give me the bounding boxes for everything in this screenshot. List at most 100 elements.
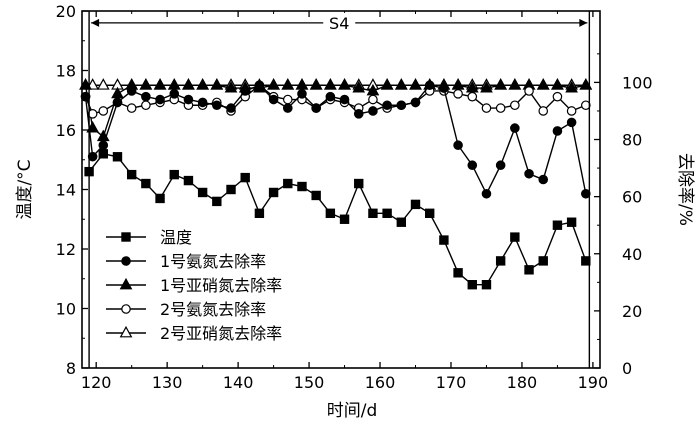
data-point <box>224 81 238 93</box>
data-point <box>538 106 549 116</box>
data-point <box>153 78 167 90</box>
data-point <box>112 152 123 162</box>
legend-marker <box>121 232 131 242</box>
y-right-axis-title: 去除率/% <box>675 153 695 226</box>
data-point <box>98 149 108 159</box>
data-point <box>368 94 378 105</box>
data-point <box>453 268 463 278</box>
data-point <box>410 199 421 210</box>
data-point <box>226 103 236 113</box>
data-point <box>536 78 550 90</box>
data-point <box>439 83 449 93</box>
y-left-tick-label: 10 <box>56 300 76 319</box>
data-point <box>566 217 577 227</box>
data-point <box>169 169 179 180</box>
x-tick-label: 180 <box>507 373 538 392</box>
series-2 <box>80 80 591 199</box>
data-point <box>510 123 520 133</box>
data-point <box>297 89 307 99</box>
data-point <box>197 187 208 198</box>
series-layer <box>79 78 593 290</box>
data-point <box>510 232 520 242</box>
axes: 120 130 140 150 160 170 180 190 8 10 12 14 16 18 20 0 20… <box>15 2 695 421</box>
data-point <box>552 220 563 230</box>
data-point <box>126 169 137 180</box>
data-point <box>212 196 222 207</box>
data-point <box>453 89 463 99</box>
data-point <box>240 86 251 96</box>
data-point <box>98 140 109 151</box>
data-point <box>552 126 563 136</box>
data-point <box>141 100 151 111</box>
data-point <box>283 178 293 189</box>
legend-label: 1号氨氮去除率 <box>160 252 266 271</box>
data-point <box>254 80 265 91</box>
data-point <box>524 265 534 275</box>
data-point <box>451 78 465 90</box>
data-point <box>325 208 336 219</box>
legend-marker <box>119 325 133 338</box>
data-point <box>382 100 392 111</box>
x-tick-label: 150 <box>294 373 325 392</box>
x-axis-title: 时间/d <box>327 401 378 421</box>
data-point <box>139 78 153 90</box>
data-point <box>281 78 295 90</box>
data-point <box>268 187 279 198</box>
data-point <box>495 160 506 171</box>
data-point <box>508 78 522 90</box>
legend-item-2: 1号氨氮去除率 <box>106 252 266 271</box>
legend-item-4: 2号氨氮去除率 <box>106 300 266 319</box>
data-point <box>183 175 194 186</box>
data-point <box>481 280 492 290</box>
legend-marker <box>121 304 131 314</box>
data-point <box>480 81 493 93</box>
data-point <box>112 97 123 108</box>
data-point <box>368 106 378 116</box>
data-point <box>467 91 478 102</box>
y-left-tick-label: 8 <box>66 359 76 378</box>
x-tick-label: 130 <box>152 373 183 392</box>
data-point <box>354 178 364 189</box>
data-point <box>380 78 394 90</box>
data-point <box>495 103 506 113</box>
data-point <box>98 106 109 116</box>
x-tick-label: 170 <box>436 373 467 392</box>
y-right-tick-label: 20 <box>622 302 642 321</box>
data-point <box>339 214 350 224</box>
data-point <box>352 81 366 93</box>
data-point <box>552 91 563 102</box>
data-point <box>368 208 378 219</box>
annotation-layer: S4 <box>88 11 591 368</box>
data-point <box>467 160 478 171</box>
legend: 温度 1号氨氮去除率 1号亚硝氮去除率 2号氨氮去除率 2号亚硝氮去除率 <box>106 228 282 343</box>
x-tick-label: 140 <box>223 373 254 392</box>
data-point <box>254 208 265 219</box>
data-point <box>196 78 209 90</box>
y-left-tick-label: 16 <box>56 121 76 140</box>
data-point <box>353 109 364 119</box>
data-point <box>226 184 236 195</box>
y-left-tick-label: 12 <box>56 240 76 259</box>
legend-label: 温度 <box>160 228 192 247</box>
data-point <box>510 100 520 111</box>
data-point <box>197 97 208 108</box>
phase-arrowhead-left <box>91 18 100 27</box>
data-point <box>79 78 92 90</box>
legend-label: 2号氨氮去除率 <box>160 300 266 319</box>
data-point <box>394 78 408 90</box>
y-left-tick-label: 20 <box>56 2 76 21</box>
data-point <box>96 78 110 90</box>
legend-marker <box>119 277 133 290</box>
data-point <box>467 280 477 290</box>
data-point <box>183 94 194 105</box>
data-point <box>311 190 321 201</box>
y-right-tick-label: 80 <box>622 131 642 150</box>
y-right-tick-label: 40 <box>622 245 642 264</box>
phase-label-bg <box>323 12 356 33</box>
data-point <box>409 78 422 90</box>
data-point <box>494 78 508 90</box>
phase-label: S4 <box>329 14 349 33</box>
data-point <box>538 256 548 266</box>
phase-arrowhead-right <box>579 18 588 27</box>
